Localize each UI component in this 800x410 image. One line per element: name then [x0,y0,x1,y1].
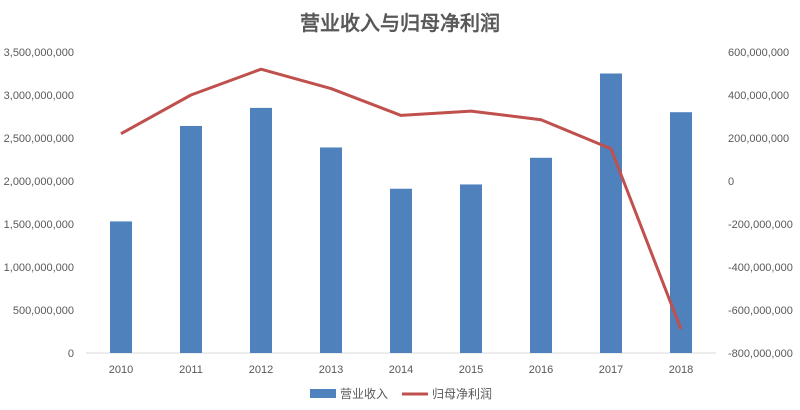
x-tick-label: 2015 [459,364,483,376]
left-y-tick-label: 2,000,000,000 [4,176,74,188]
left-y-tick-label: 0 [68,348,74,360]
right-y-tick-label: -800,000,000 [728,348,793,360]
chart-title: 营业收入与归母净利润 [300,11,500,35]
left-y-tick-label: 1,000,000,000 [4,262,74,274]
revenue-bar [320,147,342,353]
revenue-bar [460,184,482,353]
legend-label-revenue: 营业收入 [340,387,388,401]
left-y-tick-label: 2,500,000,000 [4,133,74,145]
right-y-axis: -800,000,000 -600,000,000 -400,000,000 -200… [728,47,793,360]
x-tick-label: 2014 [389,364,413,376]
x-tick-label: 2010 [109,364,133,376]
x-tick-label: 2013 [319,364,343,376]
x-tick-label: 2018 [669,364,693,376]
x-axis: 2010 2011 2012 2013 2014 2015 2016 2017 2018 [109,364,693,376]
right-y-tick-label: 600,000,000 [728,47,789,59]
right-y-tick-label: 400,000,000 [728,90,789,102]
revenue-bar [670,112,692,353]
x-tick-label: 2012 [249,364,273,376]
left-y-tick-label: 500,000,000 [13,305,74,317]
revenue-bar [250,107,272,354]
left-y-axis: 0 500,000,000 1,000,000,000 1,500,000,000 2,… [4,47,74,360]
x-tick-label: 2016 [529,364,553,376]
revenue-bars [110,73,692,354]
legend-label-net-profit: 归母净利润 [432,387,492,401]
net-profit-line [120,67,683,330]
legend: 营业收入 归母净利润 [310,387,492,401]
revenue-bar [180,125,202,354]
legend-swatch-revenue [310,389,336,398]
x-tick-label: 2017 [599,364,623,376]
revenue-bar [110,221,132,353]
revenue-bar [530,157,552,353]
right-y-tick-label: -400,000,000 [728,262,793,274]
left-y-tick-label: 3,000,000,000 [4,90,74,102]
right-y-tick-label: 0 [728,176,734,188]
net-profit-polyline [120,67,683,330]
revenue-bar [600,73,622,353]
left-y-tick-label: 1,500,000,000 [4,219,74,231]
right-y-tick-label: 200,000,000 [728,133,789,145]
right-y-tick-label: -600,000,000 [728,305,793,317]
left-y-tick-label: 3,500,000,000 [4,47,74,59]
x-tick-label: 2011 [179,364,203,376]
revenue-bar [390,188,412,353]
right-y-tick-label: -200,000,000 [728,219,793,231]
